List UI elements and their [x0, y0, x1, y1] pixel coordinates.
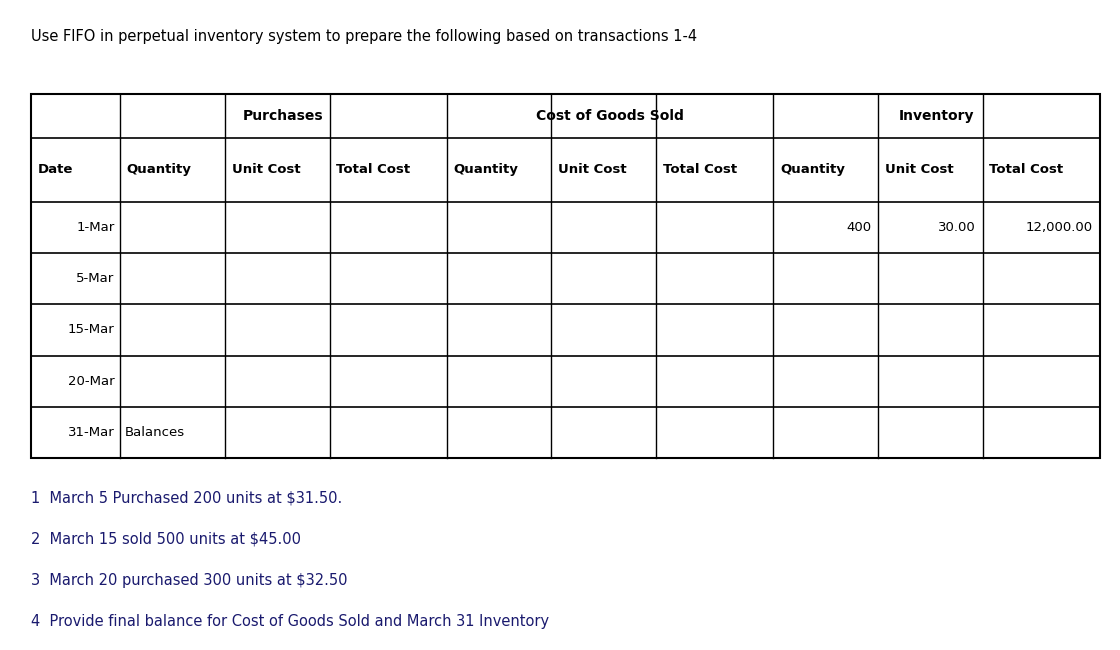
Text: Unit Cost: Unit Cost — [558, 163, 627, 176]
Text: Unit Cost: Unit Cost — [885, 163, 953, 176]
Text: 4  Provide final balance for Cost of Goods Sold and March 31 Inventory: 4 Provide final balance for Cost of Good… — [31, 614, 550, 629]
Text: 12,000.00: 12,000.00 — [1026, 221, 1093, 234]
Text: Quantity: Quantity — [454, 163, 519, 176]
Text: 31-Mar: 31-Mar — [67, 426, 114, 439]
Text: Quantity: Quantity — [127, 163, 192, 176]
Text: Total Cost: Total Cost — [336, 163, 410, 176]
Text: 1  March 5 Purchased 200 units at $31.50.: 1 March 5 Purchased 200 units at $31.50. — [31, 491, 343, 506]
Text: 5-Mar: 5-Mar — [76, 272, 114, 285]
Text: Inventory: Inventory — [898, 109, 974, 123]
Text: Total Cost: Total Cost — [663, 163, 737, 176]
Text: Unit Cost: Unit Cost — [232, 163, 300, 176]
Text: Date: Date — [38, 163, 74, 176]
Text: Total Cost: Total Cost — [989, 163, 1064, 176]
Text: 1-Mar: 1-Mar — [76, 221, 114, 234]
Text: Quantity: Quantity — [780, 163, 844, 176]
Text: 20-Mar: 20-Mar — [68, 375, 114, 388]
Text: Balances: Balances — [124, 426, 185, 439]
Text: 2  March 15 sold 500 units at $45.00: 2 March 15 sold 500 units at $45.00 — [31, 532, 301, 547]
Text: 30.00: 30.00 — [939, 221, 976, 234]
Text: Purchases: Purchases — [243, 109, 324, 123]
Text: 400: 400 — [847, 221, 871, 234]
Text: Use FIFO in perpetual inventory system to prepare the following based on transac: Use FIFO in perpetual inventory system t… — [31, 29, 698, 44]
Text: 15-Mar: 15-Mar — [67, 324, 114, 337]
Text: 3  March 20 purchased 300 units at $32.50: 3 March 20 purchased 300 units at $32.50 — [31, 573, 348, 588]
Text: Cost of Goods Sold: Cost of Goods Sold — [536, 109, 684, 123]
